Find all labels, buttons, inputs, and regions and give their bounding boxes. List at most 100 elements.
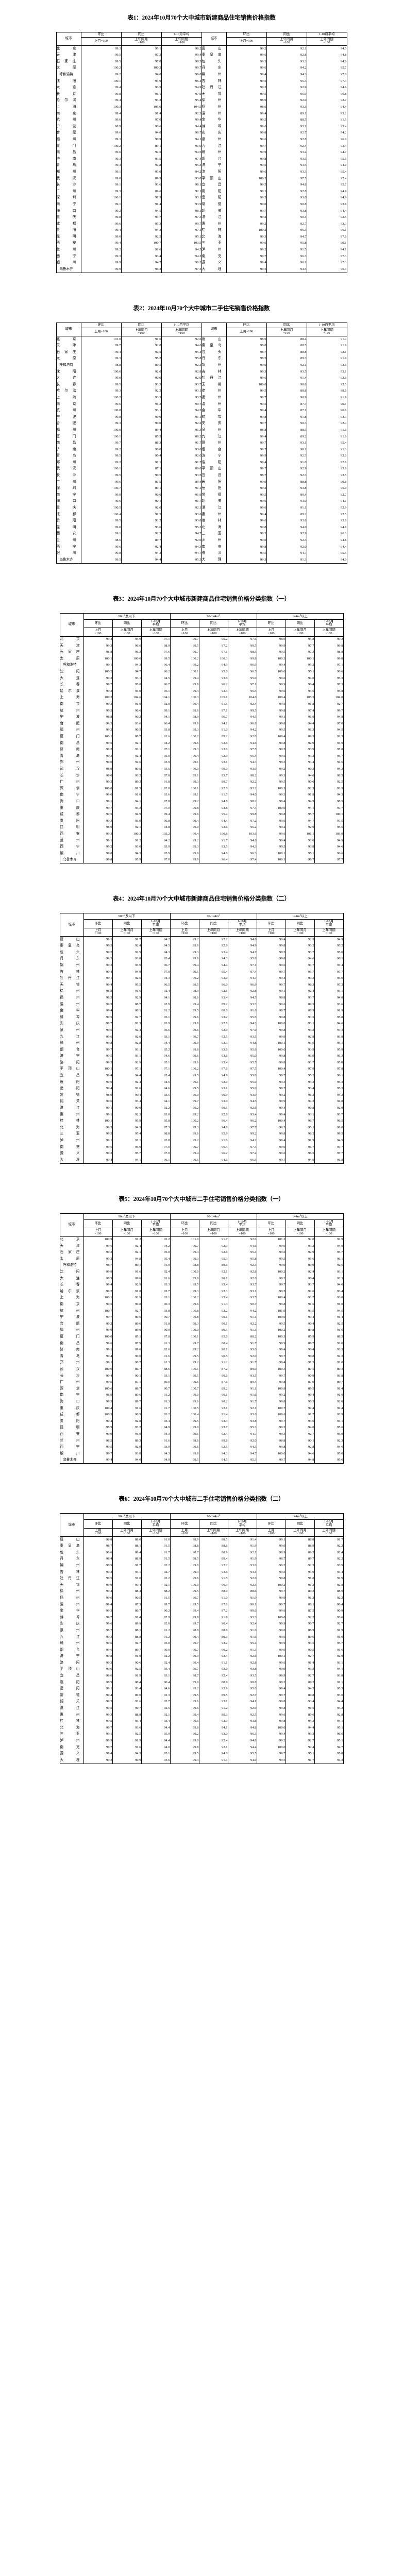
- value-cell: 93.5: [198, 844, 228, 851]
- value-cell: 96.4: [198, 1118, 228, 1125]
- city-name-cell: 太原: [59, 1256, 84, 1263]
- city-char-group: 州: [76, 838, 80, 842]
- city-char-group: 亚: [76, 1732, 80, 1736]
- value-cell: 92.3: [121, 531, 162, 537]
- city-name-cell: 平顶山: [59, 1666, 84, 1673]
- city-char-group: 蚌: [60, 1015, 64, 1019]
- value-cell: 94.2: [306, 130, 347, 137]
- city-label: 武汉: [60, 767, 80, 771]
- value-cell: 93.1: [112, 1046, 142, 1054]
- value-cell: 99.6: [80, 498, 122, 505]
- value-cell: 99.6: [170, 1575, 199, 1582]
- value-cell: 93.5: [306, 472, 347, 479]
- city-char-group: 锦: [60, 1563, 64, 1567]
- value-cell: 90.1: [227, 1601, 257, 1608]
- city-name-cell: 乌鲁木齐: [59, 857, 84, 864]
- value-cell: 99.0: [80, 492, 122, 499]
- col-header-city: 城市: [59, 613, 84, 637]
- city-label: 九江: [202, 435, 222, 439]
- value-cell: 99.5: [83, 1699, 113, 1706]
- value-cell: 91.5: [141, 1543, 171, 1550]
- table-row: 郑州 99.2 91.1 91.7 洛阳 99.4 91.0 92.8: [56, 459, 347, 466]
- value-cell: 90.6: [198, 1372, 228, 1380]
- table-block-table2: 表2：2024年10月70个大中城市二手住宅销售价格指数 城市 环比 同比 1-10月平…: [0, 291, 403, 581]
- value-cell: 92.9: [266, 466, 307, 473]
- value-cell: 92.5: [314, 1320, 344, 1328]
- table-row: 常德 98.9 90.4 93.5 99.0 90.9 93.9 99.2 91.2 94.2: [59, 1092, 344, 1099]
- city-label: 海口: [57, 500, 76, 503]
- value-cell: 99.1: [80, 531, 122, 537]
- value-cell: 98.1: [161, 182, 202, 189]
- value-cell: 93.2: [198, 1308, 228, 1315]
- table-row: 杭州 100.8 93.1 94.2 金华 99.4 87.1 90.6: [56, 408, 347, 414]
- city-name-cell: 襄阳: [201, 188, 227, 195]
- city-char-group: 北: [60, 1238, 64, 1242]
- value-cell: 95.8: [227, 956, 257, 962]
- value-cell: 92.4: [112, 943, 142, 950]
- value-cell: 95.8: [227, 1073, 257, 1079]
- city-char-group: 丹: [60, 1557, 64, 1561]
- city-label: 重庆: [57, 506, 76, 510]
- value-cell: 90.6: [306, 408, 347, 414]
- value-cell: 92.7: [112, 1640, 142, 1647]
- city-name-cell: 宁波: [56, 414, 81, 421]
- city-char-group: 州: [72, 480, 76, 484]
- city-char-group: 韶: [202, 499, 206, 503]
- table-row: 太原 100.1 100.0 99.5 100.2 100.3 99.8 100.3 100.1…: [59, 655, 344, 663]
- value-cell: 86.7: [112, 1366, 142, 1373]
- value-cell: 93.6: [285, 688, 315, 695]
- value-cell: 97.1: [227, 962, 257, 969]
- value-cell: 92.3: [112, 1021, 142, 1027]
- value-cell: 92.3: [314, 734, 344, 740]
- value-cell: 92.1: [266, 45, 307, 53]
- value-cell: 95.3: [121, 221, 162, 228]
- city-char-group: 亚: [217, 241, 222, 245]
- value-cell: 91.2: [198, 1360, 228, 1366]
- value-cell: 93.5: [227, 1033, 257, 1041]
- value-cell: 92.3: [161, 362, 202, 369]
- table-title: 表6：2024年10月70个大中城市二手住宅销售价格分类指数（二）: [119, 1496, 284, 1503]
- value-cell: 99.5: [256, 727, 286, 734]
- table-row: 贵阳 99.4 92.8 93.4 99.5 93.3 93.8 99.7 93.6 94.1: [59, 1418, 344, 1425]
- col-base-avg: 上年同期 =100: [306, 327, 347, 337]
- value-cell: 95.3: [161, 162, 202, 169]
- city-label: 武汉: [57, 177, 76, 181]
- value-cell: 93.8: [306, 518, 347, 524]
- city-name-cell: 桂林: [59, 1718, 84, 1725]
- city-name-cell: 宁波: [59, 1314, 84, 1321]
- city-name-cell: 赣州: [59, 1040, 84, 1047]
- value-cell: 93.1: [198, 759, 228, 766]
- value-cell: 98.6: [170, 1437, 199, 1445]
- value-cell: 99.0: [226, 479, 267, 486]
- value-cell: 95.4: [141, 1073, 171, 1079]
- value-cell: 93.8: [227, 1418, 257, 1425]
- city-label: 深圳: [60, 1387, 80, 1391]
- value-cell: 99.5: [83, 1398, 113, 1405]
- city-label: 遵义: [202, 261, 222, 265]
- city-label: 丹东: [60, 957, 80, 961]
- value-cell: 92.4: [198, 1673, 228, 1680]
- value-cell: 88.6: [306, 388, 347, 395]
- city-char-group: 丹: [68, 1577, 72, 1581]
- city-char-group: 深: [60, 786, 64, 790]
- value-cell: 99.6: [256, 962, 286, 969]
- col-header-city: 城市: [59, 1513, 84, 1537]
- value-cell: 91.4: [112, 1614, 142, 1621]
- city-char-group: 林: [76, 1719, 80, 1723]
- value-cell: 90.3: [141, 1301, 171, 1308]
- value-cell: 92.0: [161, 537, 202, 544]
- value-cell: 98.9: [170, 1536, 199, 1544]
- table-row: 兰州 98.6 89.7 92.0 泸州 99.0 92.3 94.8: [56, 537, 347, 544]
- city-char-group: 充: [76, 1745, 80, 1749]
- value-cell: 89.7: [121, 537, 162, 544]
- value-cell: 95.5: [227, 688, 257, 695]
- col-base-mom: 上月=100: [83, 1528, 113, 1537]
- value-cell: 99.6: [80, 149, 122, 156]
- table-row: 温州 99.4 87.3 89.7 99.5 87.8 90.1 99.7 88.1 90.4: [59, 1601, 344, 1608]
- value-cell: 99.0: [256, 1627, 286, 1634]
- value-cell: 91.9: [314, 1392, 344, 1399]
- city-char-group: 南: [76, 1348, 80, 1352]
- value-cell: 92.0: [227, 1437, 257, 1445]
- table-row: 洛阳 99.5 92.9 95.1 99.6 93.4 95.5 99.8 93.7 95.8: [59, 1059, 344, 1066]
